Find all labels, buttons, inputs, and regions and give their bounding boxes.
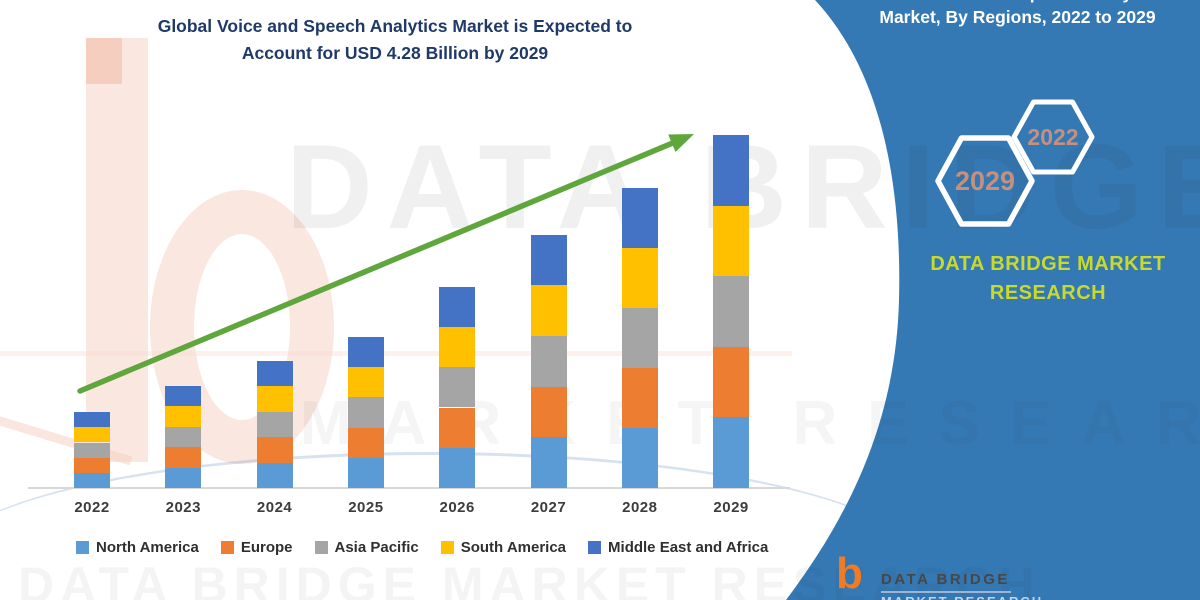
legend-label: Europe: [240, 539, 293, 556]
bar-segment: [347, 427, 384, 458]
legend-swatch: [314, 541, 328, 554]
bar-segment: [439, 407, 476, 448]
chart-legend: North America Europe Asia Pacific South Ame…: [76, 539, 768, 556]
bar-segment: [74, 427, 110, 443]
bar-segment: [347, 337, 384, 368]
bar-segment: [256, 437, 293, 463]
legend-label: North America: [96, 539, 199, 556]
legend-swatch: [440, 541, 454, 554]
bar-segment: [165, 406, 202, 427]
bar-segment: [530, 285, 567, 336]
legend-item: South America: [440, 539, 567, 556]
bar-segment: [621, 247, 658, 308]
legend-swatch: [588, 541, 602, 554]
bar-segment: [530, 336, 567, 387]
x-axis-label: 2024: [256, 499, 293, 516]
x-axis-label: 2027: [530, 499, 567, 516]
trend-arrow-line: [77, 140, 675, 394]
bar-segment: [621, 428, 658, 488]
bar-segment: [347, 457, 384, 488]
legend-label: South America: [460, 539, 567, 556]
bar-segment: [713, 417, 750, 488]
x-axis-label: 2029: [713, 499, 749, 516]
legend-item: Middle East and Africa: [588, 539, 768, 556]
bar-segment: [256, 462, 293, 488]
bar-segment: [347, 397, 384, 428]
bar-segment: [530, 386, 567, 438]
bar-segment: [439, 367, 476, 408]
chart-title: Global Voice and Speech Analytics Market…: [70, 13, 720, 67]
bar-segment: [165, 426, 202, 448]
x-axis-label: 2026: [439, 499, 475, 516]
watermark-b-logo-stem-top: [86, 38, 122, 84]
bar-segment: [165, 447, 202, 468]
legend-swatch: [220, 541, 234, 554]
bar-segment: [530, 234, 567, 286]
chart-title-line2: Account for USD 4.28 Billion by 2029: [241, 43, 549, 63]
bar-segment: [74, 457, 110, 473]
trend-arrow-head: [668, 134, 694, 152]
bar-segment: [713, 205, 750, 277]
bar-segment: [439, 327, 476, 368]
bar-segment: [74, 442, 110, 458]
x-axis-label: 2028: [622, 499, 658, 516]
chart-title-line1: Global Voice and Speech Analytics Market…: [157, 16, 633, 36]
bar-segment: [621, 187, 658, 248]
bar-segment: [256, 361, 293, 387]
right-panel-shape: [786, 0, 1200, 600]
bar-segment: [256, 386, 293, 412]
legend-item: North America: [76, 539, 199, 556]
bar-segment: [256, 411, 293, 438]
bar-segment: [74, 472, 110, 488]
legend-label: Asia Pacific: [334, 539, 419, 556]
watermark-b-logo-stem: [86, 38, 148, 462]
x-axis-label: 2022: [74, 499, 110, 516]
bar-segment: [530, 437, 567, 488]
watermark-pink-band: [0, 351, 792, 356]
bar-segment: [347, 367, 384, 398]
x-axis-label: 2023: [165, 499, 201, 516]
bar-segment: [713, 346, 750, 418]
legend-label: Middle East and Africa: [608, 539, 769, 556]
bar-segment: [713, 135, 750, 206]
x-axis-label: 2025: [348, 499, 384, 516]
bar-segment: [713, 276, 750, 347]
legend-swatch: [76, 541, 89, 554]
bar-segment: [621, 367, 658, 428]
bar-segment: [621, 307, 658, 368]
bar-segment: [439, 447, 476, 488]
legend-item: Europe: [220, 539, 293, 556]
bar-segment: [74, 412, 110, 428]
bar-segment: [165, 467, 202, 488]
watermark-text-row3: DATA BRIDGE MARKET RESEARCH: [18, 557, 1041, 600]
x-axis-line: [28, 487, 790, 489]
bar-segment: [439, 286, 476, 327]
legend-item: Asia Pacific: [314, 539, 419, 556]
bar-segment: [165, 385, 202, 407]
